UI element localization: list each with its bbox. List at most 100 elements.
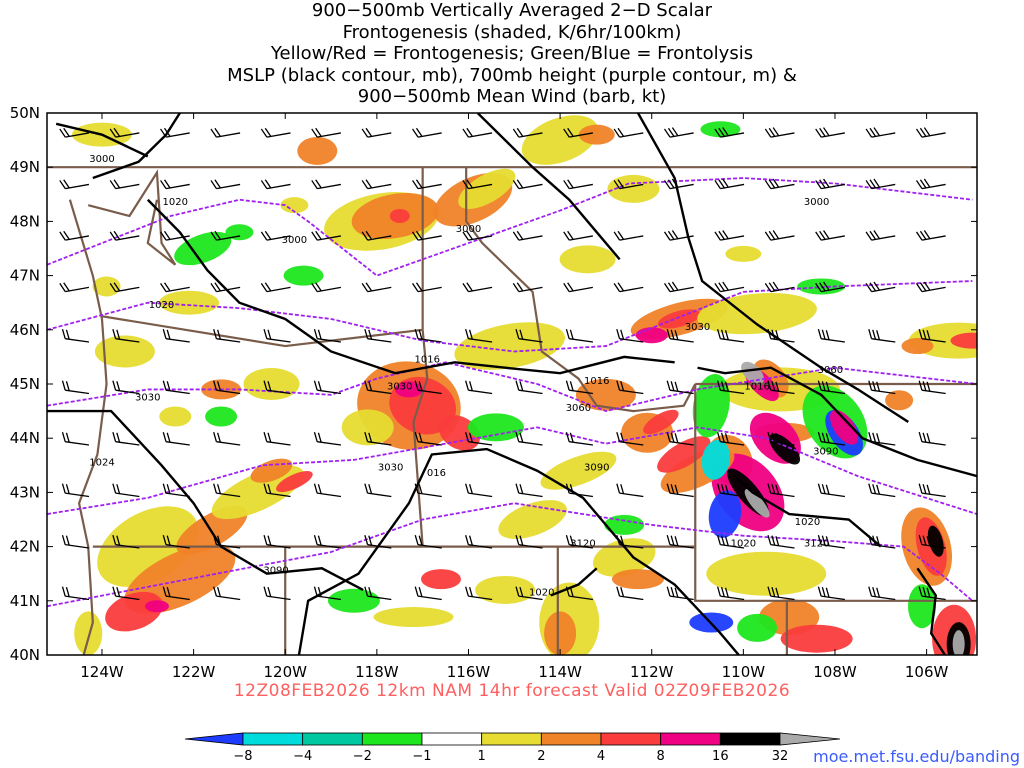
height-label: 3060 [818, 365, 843, 376]
wind-barb [59, 179, 90, 190]
credit-url[interactable]: moe.met.fsu.edu/banding [813, 747, 1020, 766]
title-line-3: Yellow/Red = Frontogenesis; Green/Blue =… [270, 43, 754, 64]
title-line-2: Frontogenesis (shaded, K/6hr/100km) [342, 21, 682, 43]
height-contour [47, 502, 973, 608]
shading-cell [420, 569, 461, 590]
mslp-contour [550, 567, 598, 597]
wind-barb [915, 127, 946, 138]
mslp-label: 1020 [163, 197, 188, 208]
title-line-1: 900−500mb Vertically Averaged 2−D Scalar [311, 0, 713, 21]
wind-barb [563, 127, 593, 138]
wind-barb [515, 535, 543, 549]
wind-barb [918, 380, 946, 395]
shading-cell [830, 410, 859, 445]
wind-barb [59, 282, 90, 293]
colorbar-label: −1 [412, 749, 431, 764]
colorbar-segment [481, 732, 542, 746]
colorbar-segment [242, 732, 304, 746]
wind-barb [563, 282, 593, 293]
wind-barb [817, 329, 845, 343]
wind-barb [162, 432, 190, 446]
shading-cell [611, 569, 664, 590]
wind-barb [61, 586, 90, 601]
wind-barb [767, 329, 795, 343]
lon-label: 106W [905, 663, 949, 681]
wind-barb [868, 483, 896, 498]
wind-barb [465, 586, 493, 601]
wind-barb [565, 483, 594, 498]
wind-barb [213, 432, 241, 446]
shading-cell [706, 551, 827, 596]
shading-cell [211, 465, 304, 520]
wind-barb [915, 178, 946, 190]
shading-cell [604, 514, 645, 535]
title-block: 900−500mb Vertically Averaged 2−D Scalar… [0, 0, 1024, 108]
wind-barb [260, 127, 291, 138]
wind-barb [160, 230, 190, 241]
mslp-contour [146, 198, 675, 375]
wind-barb [109, 230, 140, 241]
shading-cell [575, 378, 636, 411]
wind-barb [414, 380, 442, 395]
wind-barb [565, 432, 594, 446]
wind-barb [764, 281, 795, 293]
wind-barb [210, 179, 241, 190]
wind-barb [565, 380, 594, 395]
wind-barb [714, 230, 745, 241]
lon-label: 116W [447, 663, 491, 681]
wind-barb [414, 535, 442, 549]
wind-barb [767, 432, 795, 446]
lon-label: 124W [80, 663, 124, 681]
shading-cell [373, 607, 454, 628]
shading-cell [454, 322, 565, 370]
wind-barb [613, 282, 644, 293]
wind-barb [59, 127, 90, 138]
colorbar-segment [600, 732, 662, 746]
wind-barb [263, 432, 291, 446]
wind-barb [213, 380, 241, 395]
shading-cell [744, 488, 770, 518]
wind-barb [666, 380, 694, 395]
mslp-label: 1020 [795, 517, 820, 528]
wind-barb [414, 329, 442, 343]
shading-cell [283, 265, 324, 286]
mslp-contour [47, 409, 364, 592]
wind-barb [263, 380, 291, 395]
wind-barb [462, 230, 493, 241]
lat-label: 47N [10, 267, 40, 285]
shading-cell [92, 276, 121, 297]
wind-barb [213, 586, 241, 601]
wind-barb [714, 178, 745, 190]
wind-barb [817, 432, 845, 446]
height-label: 3090 [263, 566, 288, 577]
wind-barb [764, 178, 795, 190]
lat-label: 41N [10, 592, 40, 610]
height-contour [47, 361, 977, 413]
lat-label: 40N [10, 646, 40, 664]
wind-barb [364, 535, 392, 549]
axis-ticks [47, 112, 977, 656]
contour-labels: 1020 1020 1024 1016 1016 016 1016 1020 1020 1020 3… [89, 154, 843, 599]
mslp-label: 1020 [149, 300, 174, 311]
wind-barb [414, 586, 442, 601]
colorbar-label: 1 [478, 749, 486, 764]
wind-barb [411, 127, 442, 138]
lon-label: 122W [172, 663, 216, 681]
shading-cell [697, 292, 817, 335]
wind-barb [512, 127, 543, 138]
wind-barb [213, 329, 241, 343]
colorbar-segment [361, 732, 423, 746]
wind-barb [61, 380, 90, 395]
wind-barb [764, 127, 795, 138]
height-contour [47, 177, 973, 277]
mslp-label: 1016 [584, 376, 609, 387]
wind-barb [616, 432, 644, 446]
wind-barb [213, 483, 241, 498]
mslp-contour [733, 475, 882, 548]
wind-barb [915, 230, 946, 241]
wind-barb [313, 380, 342, 395]
wind-barb [515, 432, 543, 446]
height-contour [47, 426, 977, 515]
shading-cell [769, 433, 801, 465]
wind-barb [465, 380, 493, 395]
